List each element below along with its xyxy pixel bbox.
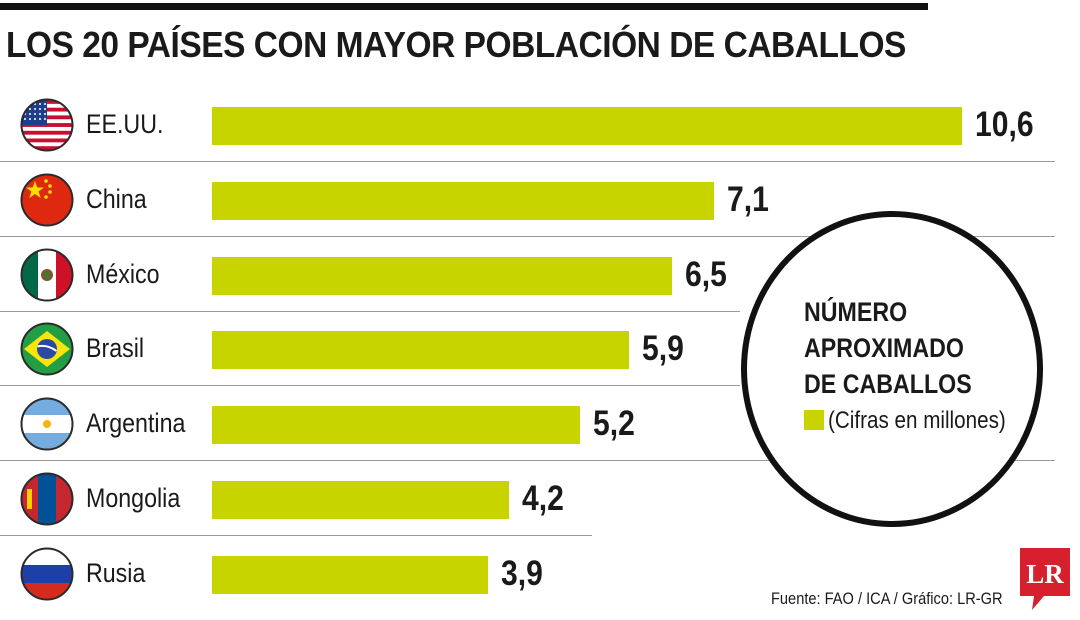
legend-title: NÚMERO APROXIMADO DE CABALLOS [804, 294, 1010, 402]
russia-flag-icon [20, 547, 74, 601]
bar [212, 107, 962, 145]
chart-title: LOS 20 PAÍSES CON MAYOR POBLACIÓN DE CAB… [6, 24, 906, 65]
bar-row: EE.UU. 10,6 [0, 88, 1080, 162]
country-label: Rusia [86, 557, 146, 588]
bar [212, 406, 580, 445]
china-flag-icon [20, 173, 74, 227]
lr-logo-icon: LR [1020, 548, 1070, 610]
bar-row: Rusia 3,9 [0, 537, 1080, 611]
value-label: 6,5 [684, 254, 727, 294]
value-label: 10,6 [975, 105, 1034, 144]
country-label: China [86, 183, 147, 214]
country-label: México [86, 258, 160, 289]
country-label: Mongolia [86, 483, 181, 513]
bar-row: China 7,1 [0, 163, 1080, 237]
legend-line-1: NÚMERO [804, 297, 908, 327]
value-label: 4,2 [522, 479, 565, 518]
row-divider [0, 535, 592, 536]
argentina-flag-icon [20, 397, 74, 451]
value-label: 5,2 [592, 404, 635, 444]
brazil-flag-icon [20, 322, 74, 376]
bar [212, 181, 715, 220]
country-label: EE.UU. [86, 109, 164, 139]
bar-row: Mongolia 4,2 [0, 462, 1080, 536]
usa-flag-icon [20, 98, 74, 152]
country-label: Argentina [86, 408, 186, 439]
row-divider [0, 161, 1055, 162]
bar [212, 555, 488, 594]
mexico-flag-icon [20, 248, 74, 302]
legend-swatch [804, 410, 824, 430]
source-credit: Fuente: FAO / ICA / Gráfico: LR-GR [771, 589, 1003, 608]
bar-row: Argentina 5,2 [0, 387, 1080, 462]
bar [212, 256, 672, 295]
legend-note: (Cifras en millones) [804, 407, 1035, 435]
country-label: Brasil [86, 333, 145, 364]
logo-text: LR [1026, 559, 1064, 589]
bar-row: México 6,5 [0, 238, 1080, 312]
bar [212, 481, 510, 519]
legend-note-text: (Cifras en millones) [828, 407, 1006, 434]
top-rule [0, 3, 928, 10]
value-label: 7,1 [727, 179, 770, 219]
legend-line-2: APROXIMADO [804, 333, 964, 363]
value-label: 3,9 [500, 553, 543, 593]
legend-line-3: DE CABALLOS [804, 369, 972, 399]
row-divider [0, 310, 740, 312]
value-label: 5,9 [642, 329, 685, 369]
bar-row: Brasil 5,9 [0, 312, 1080, 387]
legend-circle [741, 211, 1043, 527]
row-divider [0, 385, 740, 387]
row-divider [0, 460, 1055, 462]
row-divider [0, 235, 1055, 237]
bar [212, 331, 630, 370]
mongolia-flag-icon [20, 472, 74, 526]
